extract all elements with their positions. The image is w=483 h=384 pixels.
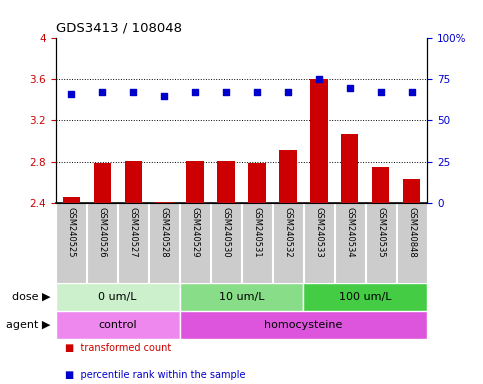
Text: 100 um/L: 100 um/L xyxy=(339,292,392,302)
Text: dose ▶: dose ▶ xyxy=(12,292,51,302)
Bar xyxy=(311,79,327,203)
Bar xyxy=(242,203,272,283)
Bar xyxy=(156,202,172,203)
Bar xyxy=(180,203,210,283)
Text: 10 um/L: 10 um/L xyxy=(219,292,264,302)
Text: GSM240526: GSM240526 xyxy=(98,207,107,258)
Bar xyxy=(335,203,365,283)
Bar xyxy=(87,203,117,283)
Text: ■  transformed count: ■ transformed count xyxy=(65,343,171,353)
Bar xyxy=(273,203,303,283)
Text: GDS3413 / 108048: GDS3413 / 108048 xyxy=(56,21,182,34)
Bar xyxy=(304,203,334,283)
Bar xyxy=(180,311,427,339)
Bar xyxy=(366,203,396,283)
Text: GSM240534: GSM240534 xyxy=(345,207,355,258)
Point xyxy=(315,76,323,82)
Point xyxy=(129,89,137,96)
Point xyxy=(222,89,230,96)
Bar xyxy=(217,161,235,203)
Text: GSM240530: GSM240530 xyxy=(222,207,230,258)
Text: agent ▶: agent ▶ xyxy=(6,320,51,330)
Bar xyxy=(56,311,180,339)
Text: GSM240848: GSM240848 xyxy=(408,207,416,258)
Bar xyxy=(56,283,180,311)
Bar xyxy=(62,197,80,203)
Point xyxy=(408,89,416,96)
Bar xyxy=(280,151,297,203)
Bar xyxy=(211,203,241,283)
Bar xyxy=(186,161,203,203)
Bar xyxy=(118,203,148,283)
Bar xyxy=(125,161,142,203)
Point xyxy=(98,89,106,96)
Bar xyxy=(341,134,358,203)
Text: GSM240535: GSM240535 xyxy=(376,207,385,258)
Text: ■  percentile rank within the sample: ■ percentile rank within the sample xyxy=(65,370,246,380)
Text: 0 um/L: 0 um/L xyxy=(98,292,137,302)
Bar xyxy=(180,283,303,311)
Point xyxy=(284,89,292,96)
Text: GSM240532: GSM240532 xyxy=(284,207,293,258)
Bar xyxy=(149,203,179,283)
Point xyxy=(377,89,385,96)
Bar xyxy=(94,163,111,203)
Text: GSM240527: GSM240527 xyxy=(128,207,138,258)
Text: homocysteine: homocysteine xyxy=(264,320,342,330)
Point xyxy=(253,89,261,96)
Bar xyxy=(303,283,427,311)
Bar xyxy=(397,203,427,283)
Text: GSM240528: GSM240528 xyxy=(159,207,169,258)
Bar xyxy=(372,167,389,203)
Point xyxy=(346,84,354,91)
Bar xyxy=(403,179,421,203)
Text: GSM240533: GSM240533 xyxy=(314,207,324,258)
Text: GSM240525: GSM240525 xyxy=(67,207,75,258)
Bar xyxy=(248,163,266,203)
Text: control: control xyxy=(98,320,137,330)
Text: GSM240531: GSM240531 xyxy=(253,207,261,258)
Bar xyxy=(56,203,86,283)
Point xyxy=(160,93,168,99)
Point xyxy=(67,91,75,97)
Point xyxy=(191,89,199,96)
Text: GSM240529: GSM240529 xyxy=(190,207,199,258)
